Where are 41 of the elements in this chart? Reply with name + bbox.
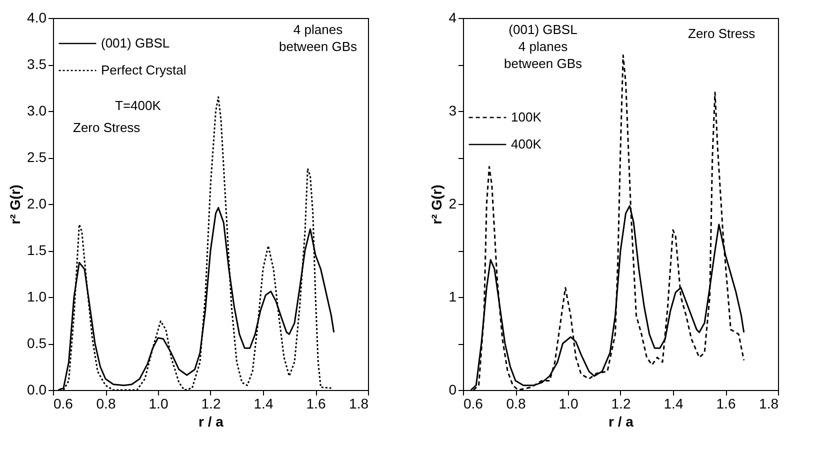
y-tick-label: 3 bbox=[448, 102, 457, 118]
x-axis-title: r / a bbox=[198, 414, 224, 430]
y-tick-label: 4 bbox=[448, 10, 457, 26]
y-tick-label: 1 bbox=[448, 288, 457, 304]
y-tick-label: 1.0 bbox=[27, 288, 47, 304]
x-tick-label: 0.6 bbox=[54, 396, 74, 412]
x-tick-label: 1.2 bbox=[201, 396, 221, 412]
x-tick-label: 0.8 bbox=[96, 396, 116, 412]
y-tick-label: 3.5 bbox=[27, 56, 47, 72]
annotation: Zero Stress bbox=[688, 26, 756, 41]
annotation: Zero Stress bbox=[73, 120, 141, 135]
annotation: T=400K bbox=[115, 98, 162, 113]
legend-label: 400K bbox=[511, 136, 542, 152]
x-tick-label: 1.0 bbox=[148, 396, 168, 412]
y-tick-label: 1.5 bbox=[27, 242, 47, 258]
y-tick-label: 0.5 bbox=[27, 335, 47, 351]
x-tick-label: 1.0 bbox=[558, 396, 578, 412]
x-tick-label: 0.6 bbox=[464, 396, 484, 412]
legend-label: Perfect Crystal bbox=[101, 62, 186, 78]
x-tick-label: 1.4 bbox=[254, 396, 274, 412]
y-tick-label: 3.0 bbox=[27, 102, 47, 118]
x-tick-label: 1.8 bbox=[759, 396, 779, 412]
legend-label: 100K bbox=[511, 110, 542, 124]
x-axis-title: r / a bbox=[608, 414, 634, 430]
y-axis-title: r² G(r) bbox=[7, 184, 24, 224]
y-tick-label: 0.0 bbox=[27, 382, 47, 398]
x-tick-label: 1.2 bbox=[611, 396, 631, 412]
y-tick-label: 0 bbox=[448, 382, 457, 398]
x-tick-label: 1.4 bbox=[664, 396, 684, 412]
x-tick-label: 0.8 bbox=[506, 396, 526, 412]
y-tick-label: 2 bbox=[448, 196, 457, 212]
x-tick-label: 1.6 bbox=[716, 396, 736, 412]
x-tick-label: 1.6 bbox=[306, 396, 326, 412]
legend-label: (001) GBSL bbox=[101, 36, 170, 50]
y-tick-label: 2.0 bbox=[27, 196, 47, 212]
x-tick-label: 1.8 bbox=[349, 396, 369, 412]
y-tick-label: 2.5 bbox=[27, 149, 47, 165]
y-axis-title: r² G(r) bbox=[428, 184, 445, 224]
annotation: 4 planes between GBs bbox=[278, 22, 358, 54]
annotation: (001) GBSL 4 planes between GBs bbox=[504, 22, 583, 71]
y-tick-label: 4.0 bbox=[27, 10, 47, 26]
